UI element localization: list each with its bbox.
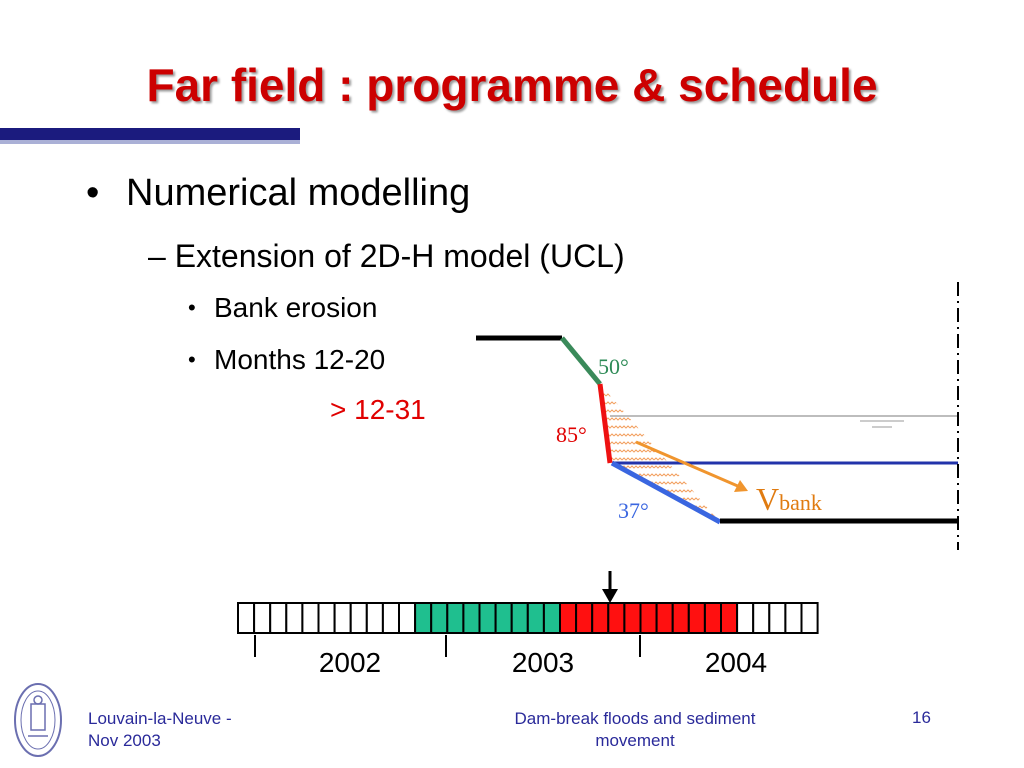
schedule-marker-arrow-head (602, 589, 618, 603)
month-cell (269, 602, 288, 634)
bullet-text: Bank erosion (214, 292, 378, 323)
velocity-label: Vbank (756, 481, 822, 517)
angle-label-top: 50° (598, 354, 629, 379)
footer-location: Louvain-la-Neuve - Nov 2003 (88, 708, 232, 752)
month-cell (301, 602, 320, 634)
bullet-level2: – Extension of 2D-H model (UCL) (148, 238, 625, 274)
footer-location-line1: Louvain-la-Neuve - (88, 709, 232, 728)
schedule-timeline: 2002 2003 2004 (237, 571, 819, 675)
slide-title: Far field : programme & schedule (146, 59, 878, 111)
month-cell (687, 602, 706, 634)
title-underline-bar (0, 128, 300, 146)
month-cell (462, 602, 481, 634)
month-cell (559, 602, 578, 634)
year-label: 2002 (319, 647, 381, 675)
schedule-extension-text: > 12-31 (330, 394, 426, 425)
month-cell (285, 602, 304, 634)
month-cell (703, 602, 722, 634)
month-cell (317, 602, 336, 634)
footer-location-line2: Nov 2003 (88, 731, 161, 750)
month-cell (478, 602, 497, 634)
month-cell (671, 602, 690, 634)
month-cell (430, 602, 449, 634)
university-seal-logo (14, 683, 62, 757)
bullet-dot: • (188, 347, 196, 372)
velocity-symbol: V (756, 481, 779, 517)
bullet-dot: • (188, 295, 196, 320)
bank-erosion-diagram: 50° 85° 37° Vbank (476, 282, 959, 550)
month-cell (542, 602, 561, 634)
month-cell (446, 602, 465, 634)
month-cell (510, 602, 529, 634)
bank-segment-top (560, 336, 602, 386)
month-cell (381, 602, 400, 634)
month-cell (752, 602, 771, 634)
month-cell (398, 602, 417, 634)
month-cell (494, 602, 513, 634)
month-cell (237, 602, 256, 634)
angle-label-mid: 85° (556, 422, 587, 447)
bullet-text: Numerical modelling (126, 172, 471, 214)
month-cell (526, 602, 545, 634)
month-cell (768, 602, 787, 634)
footer-title-line2: movement (595, 731, 675, 750)
velocity-subscript: bank (779, 490, 822, 515)
footer-title-line1: Dam-break floods and sediment (514, 709, 756, 728)
month-cell (575, 602, 594, 634)
year-label: 2004 (705, 647, 767, 675)
bullet-text: Months 12-20 (214, 344, 386, 375)
month-cell (253, 602, 272, 634)
month-cell (736, 602, 755, 634)
month-cell (800, 602, 819, 634)
month-cell (720, 602, 739, 634)
month-cell (333, 602, 352, 634)
month-cell (365, 602, 384, 634)
velocity-arrow-head (734, 480, 748, 492)
month-cell (349, 602, 368, 634)
angle-label-low: 37° (618, 498, 649, 523)
month-cell (414, 602, 433, 634)
page-number: 16 (912, 708, 931, 727)
month-cell (607, 602, 626, 634)
footer-title: Dam-break floods and sediment movement (480, 708, 790, 752)
bank-segment-mid (597, 383, 613, 464)
bank-segment-low (610, 460, 722, 525)
month-cell (655, 602, 674, 634)
month-cell (784, 602, 803, 634)
year-label: 2003 (512, 647, 574, 675)
month-cells (237, 602, 819, 634)
month-cell (591, 602, 610, 634)
bullet-dot: • (86, 172, 100, 214)
month-cell (623, 602, 642, 634)
month-cell (639, 602, 658, 634)
velocity-arrow-shaft (635, 440, 741, 489)
